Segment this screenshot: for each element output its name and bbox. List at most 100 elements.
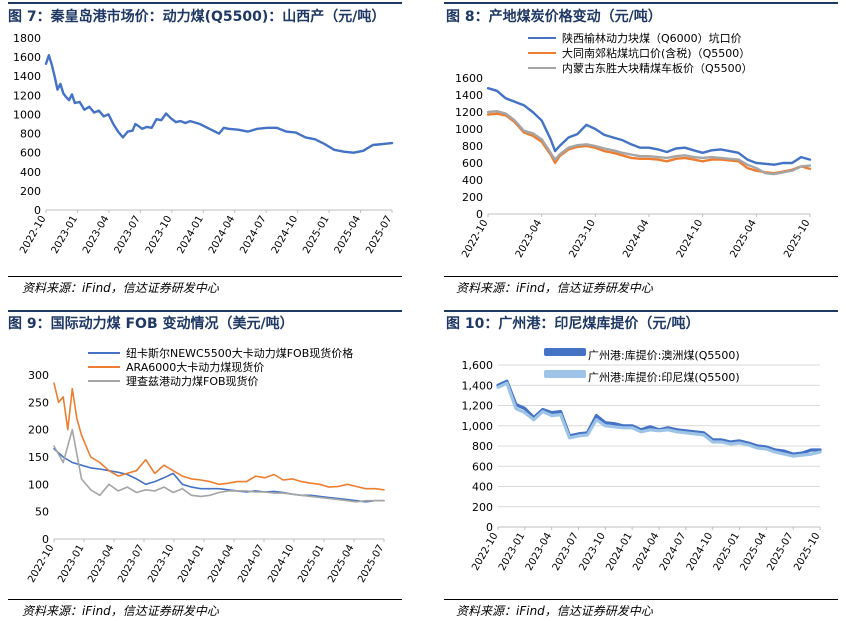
- legend-label: 广州港:库提价:印尼煤(Q5500): [588, 371, 740, 384]
- x-tick-label: 2024-10: [270, 214, 300, 256]
- x-tick-label: 2025-07: [356, 543, 386, 585]
- y-tick-label: 1,400: [462, 379, 494, 392]
- y-tick-label: 0: [476, 208, 483, 221]
- panel-3-top-rule: [8, 310, 402, 312]
- y-tick-label: 1,000: [462, 420, 494, 433]
- x-tick-label: 2022-10: [460, 218, 490, 260]
- x-tick-label: 2023-04: [86, 543, 116, 585]
- panel-4-source: 资料来源：iFind，信达证券研发中心: [456, 604, 653, 618]
- legend-label: 广州港:库提价:澳洲煤(Q5500): [588, 349, 740, 362]
- y-tick-label: 1000: [455, 123, 483, 136]
- y-tick-label: 1800: [13, 32, 41, 45]
- x-tick-label: 2023-01: [497, 531, 527, 573]
- y-tick-label: 1600: [13, 51, 41, 64]
- y-tick-label: 400: [462, 174, 483, 187]
- y-tick-label: 200: [462, 191, 483, 204]
- x-tick-label: 2023-07: [113, 214, 143, 256]
- panel-2-bottom-rule: [444, 276, 838, 277]
- panel-4-title: 图 10：广州港：印尼煤库提价（元/吨）: [446, 316, 700, 332]
- x-tick-label: 2023-01: [56, 543, 86, 585]
- legend-label: 大同南郊粘煤坑口价(含税)（Q5500）: [562, 46, 750, 60]
- x-tick-label: 2025-07: [364, 214, 394, 256]
- y-tick-label: 800: [462, 140, 483, 153]
- y-tick-label: 300: [28, 369, 49, 382]
- legend-swatch: [544, 348, 586, 356]
- y-tick-label: 0: [34, 204, 41, 217]
- y-tick-label: 1400: [455, 89, 483, 102]
- legend-label: 陕西榆林动力块煤（Q6000）坑口价: [562, 31, 742, 45]
- x-tick-label: 2025-01: [296, 543, 326, 585]
- x-tick-label: 2025-04: [729, 218, 759, 260]
- y-tick-label: 600: [20, 147, 41, 160]
- x-tick-label: 2024-10: [685, 531, 715, 573]
- y-tick-label: 400: [20, 166, 41, 179]
- x-tick-label: 2024-04: [207, 214, 237, 256]
- panel-2-source: 资料来源：iFind，信达证券研发中心: [456, 281, 653, 295]
- x-tick-label: 2025-04: [739, 531, 769, 573]
- y-tick-label: 200: [20, 185, 41, 198]
- x-tick-label: 2024-07: [238, 214, 268, 256]
- x-tick-label: 2024-01: [176, 543, 206, 585]
- y-tick-label: 100: [28, 478, 49, 491]
- legend-swatch: [544, 370, 586, 378]
- panel-2-title: 图 8：产地煤炭价格变动（元/吨）: [446, 9, 662, 25]
- y-tick-label: 600: [472, 460, 493, 473]
- y-tick-label: 0: [42, 533, 49, 546]
- x-tick-label: 2023-10: [146, 543, 176, 585]
- y-tick-label: 1,200: [462, 400, 494, 413]
- series-line-2: [496, 381, 822, 458]
- series-line-2: [486, 112, 812, 175]
- panel-1-title: 图 7：秦皇岛港市场价：动力煤(Q5500)：山西产（元/吨）: [8, 9, 386, 25]
- x-tick-label: 2023-01: [50, 214, 80, 256]
- series-line-1: [53, 448, 385, 503]
- x-tick-label: 2023-10: [578, 531, 608, 573]
- x-tick-label: 2025-10: [792, 531, 822, 573]
- panel-1-source: 资料来源：iFind，信达证券研发中心: [22, 281, 219, 295]
- x-tick-label: 2024-04: [631, 531, 661, 573]
- panel-3-bottom-rule: [8, 599, 402, 600]
- panel-3-source: 资料来源：iFind，信达证券研发中心: [22, 604, 219, 618]
- x-tick-label: 2024-07: [658, 531, 688, 573]
- legend-label: 纽卡斯尔NEWC5500大卡动力煤FOB现货价格: [126, 346, 353, 360]
- chart-1-qinhuangdao-price: 0 200 400 600 800 1000 1200 1400 1600 1800 2022-10…: [13, 32, 395, 256]
- y-tick-label: 800: [472, 440, 493, 453]
- x-tick-label: 2022-10: [18, 214, 48, 256]
- x-tick-label: 2023-07: [551, 531, 581, 573]
- legend-label: 理查兹港动力煤FOB现货价: [126, 374, 259, 388]
- panel-4-top-rule: [444, 310, 838, 312]
- series-line-2: [53, 382, 385, 491]
- x-tick-label: 2024-04: [206, 543, 236, 585]
- x-tick-label: 2023-04: [514, 218, 544, 260]
- y-tick-label: 1200: [13, 89, 41, 102]
- x-tick-label: 2024-10: [266, 543, 296, 585]
- y-tick-label: 50: [35, 506, 49, 519]
- y-tick-label: 200: [28, 424, 49, 437]
- panel-1-bottom-rule: [8, 276, 402, 277]
- panel-4-bottom-rule: [444, 599, 838, 600]
- x-tick-label: 2022-10: [470, 531, 500, 573]
- x-tick-label: 2023-10: [144, 214, 174, 256]
- legend-label: ARA6000大卡动力煤现货价: [126, 360, 264, 374]
- y-tick-label: 800: [20, 128, 41, 141]
- legend-label: 内蒙古东胜大块精煤车板价（Q5500）: [562, 61, 753, 75]
- x-tick-label: 2024-01: [175, 214, 205, 256]
- panel-1-top-rule: [8, 2, 402, 4]
- chart-2-origin-coal-price: 0 200 400 600 800 1000 1200 1400 1600 2022-10 2023…: [455, 31, 813, 260]
- x-tick-label: 2024-07: [236, 543, 266, 585]
- x-tick-label: 2023-10: [568, 218, 598, 260]
- y-tick-label: 1600: [455, 72, 483, 85]
- y-tick-label: 1400: [13, 70, 41, 83]
- x-tick-label: 2024-01: [604, 531, 634, 573]
- x-tick-label: 2023-04: [524, 531, 554, 573]
- x-tick-label: 2023-04: [81, 214, 111, 256]
- x-tick-label: 2025-01: [301, 214, 331, 256]
- y-tick-label: 250: [28, 396, 49, 409]
- series-line-1: [44, 54, 394, 154]
- panel-3-title: 图 9：国际动力煤 FOB 变动情况（美元/吨）: [8, 316, 294, 332]
- x-tick-label: 2022-10: [26, 543, 56, 585]
- y-tick-label: 1000: [13, 108, 41, 121]
- y-tick-label: 1200: [455, 106, 483, 119]
- x-tick-label: 2024-10: [675, 218, 705, 260]
- series-line-1: [486, 87, 812, 166]
- x-tick-label: 2025-07: [765, 531, 795, 573]
